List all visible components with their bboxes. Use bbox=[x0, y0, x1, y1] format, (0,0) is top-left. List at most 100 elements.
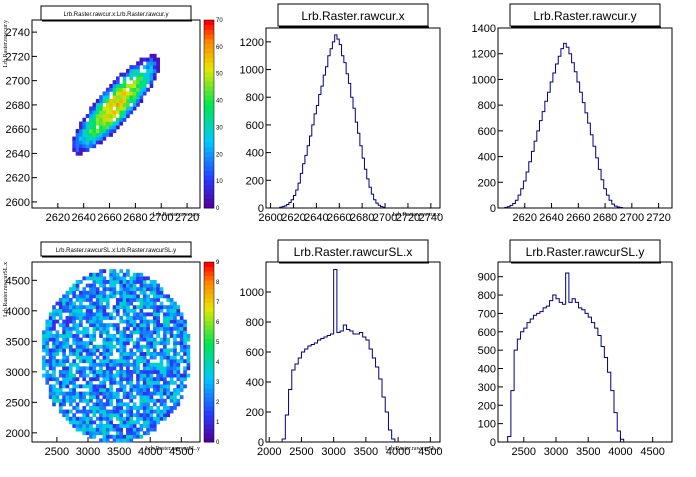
heatmap-cell bbox=[129, 352, 134, 356]
heatmap-cell bbox=[92, 312, 97, 317]
heatmap-cell bbox=[132, 319, 137, 324]
heatmap-cell bbox=[146, 427, 150, 432]
heatmap-cell bbox=[173, 398, 177, 403]
heatmap-cell bbox=[186, 373, 191, 378]
heatmap-cell bbox=[146, 424, 150, 428]
heatmap-cell bbox=[62, 359, 66, 364]
heatmap-cell bbox=[82, 416, 87, 421]
heatmap-cell bbox=[68, 348, 73, 353]
x-tick-label: 2620 bbox=[281, 212, 305, 224]
heatmap-cell bbox=[183, 384, 187, 389]
heatmap-cell bbox=[173, 355, 177, 360]
heatmap-cell bbox=[95, 132, 100, 137]
y-tick-label: 0 bbox=[490, 203, 496, 215]
palette-frame bbox=[203, 19, 215, 209]
heatmap-cell bbox=[105, 316, 110, 320]
heatmap-cell bbox=[142, 280, 147, 284]
heatmap-cell bbox=[85, 283, 90, 288]
hist-bin bbox=[540, 312, 543, 442]
heatmap-cell bbox=[79, 144, 83, 149]
heatmap-cell bbox=[102, 355, 107, 360]
heatmap-cell bbox=[173, 373, 177, 378]
heatmap-cell bbox=[89, 424, 93, 428]
heatmap-cell bbox=[58, 370, 63, 374]
heatmap-cell bbox=[89, 287, 93, 292]
heatmap-cell bbox=[82, 290, 87, 295]
heatmap-cell bbox=[186, 352, 191, 356]
y-tick-label: 2680 bbox=[6, 100, 30, 112]
heatmap-cell bbox=[166, 298, 171, 302]
palette-label: 8 bbox=[216, 280, 220, 286]
heatmap-cell bbox=[58, 362, 63, 367]
heatmap-cell bbox=[116, 290, 120, 295]
heatmap-cell bbox=[82, 420, 87, 425]
heatmap-cell bbox=[62, 377, 66, 382]
heatmap-cell bbox=[176, 326, 181, 331]
heatmap-cell bbox=[139, 72, 144, 77]
heatmap-cell bbox=[55, 377, 60, 382]
heatmap-cell bbox=[166, 413, 171, 418]
heatmap-cell bbox=[149, 344, 154, 349]
heatmap-cell bbox=[139, 348, 144, 353]
heatmap-cell bbox=[183, 366, 187, 371]
heatmap-cell bbox=[116, 406, 120, 410]
heatmap-cell bbox=[112, 373, 117, 378]
heatmap-cell bbox=[45, 352, 50, 356]
hist-bin bbox=[318, 340, 321, 442]
heatmap-cell bbox=[139, 319, 144, 324]
heatmap-cell bbox=[119, 72, 124, 77]
heatmap-cell bbox=[72, 290, 76, 295]
heatmap-cell bbox=[166, 395, 171, 400]
heatmap-cell bbox=[109, 370, 113, 374]
heatmap-cell bbox=[72, 424, 76, 428]
heatmap-cell bbox=[79, 125, 83, 130]
heatmap-cell bbox=[156, 290, 160, 295]
heatmap-cell bbox=[126, 316, 130, 320]
heatmap-cell bbox=[105, 114, 110, 119]
heatmap-cell bbox=[79, 370, 83, 374]
heatmap-cell bbox=[132, 106, 137, 111]
heatmap-cell bbox=[126, 395, 130, 400]
hist-bin bbox=[517, 339, 520, 442]
palette-label: 30 bbox=[216, 125, 223, 131]
heatmap-cell bbox=[102, 341, 107, 346]
heatmap-cell bbox=[82, 140, 87, 145]
heatmap-cell bbox=[72, 312, 76, 317]
heatmap-cell bbox=[92, 391, 97, 396]
heatmap-cell bbox=[75, 147, 80, 152]
heatmap-cell bbox=[132, 431, 137, 436]
heatmap-cell bbox=[102, 362, 107, 367]
hist-bin bbox=[330, 334, 333, 442]
heatmap-cell bbox=[112, 129, 117, 134]
heatmap-cell bbox=[79, 319, 83, 324]
heatmap-cell bbox=[169, 326, 174, 331]
heatmap-cell bbox=[139, 402, 144, 407]
heatmap-cell bbox=[109, 312, 113, 317]
heatmap-cell bbox=[79, 129, 83, 134]
heatmap-cell bbox=[149, 280, 154, 284]
palette-cell bbox=[204, 428, 214, 434]
heatmap-cell bbox=[149, 406, 154, 410]
heatmap-cell bbox=[116, 416, 120, 421]
heatmap-cell bbox=[163, 316, 167, 320]
x-tick-label: 2500 bbox=[45, 446, 69, 458]
heatmap-cell bbox=[159, 391, 164, 396]
heatmap-cell bbox=[99, 110, 103, 115]
y-tick-label: 2740 bbox=[6, 27, 30, 39]
heatmap-cell bbox=[142, 388, 147, 392]
x-tick-label: 4500 bbox=[640, 446, 664, 458]
heatmap-cell bbox=[142, 431, 147, 436]
palette-label: 6 bbox=[216, 320, 220, 326]
palette-cell bbox=[204, 24, 214, 30]
heatmap-cell bbox=[116, 330, 120, 335]
heatmap-cell bbox=[112, 272, 117, 277]
heatmap-cell bbox=[122, 83, 127, 88]
heatmap-cell bbox=[119, 388, 124, 392]
heatmap-cell bbox=[92, 413, 97, 418]
heatmap-cell bbox=[99, 323, 103, 328]
heatmap-cell bbox=[65, 391, 70, 396]
heatmap-cell bbox=[68, 366, 73, 371]
heatmap-cell bbox=[79, 147, 83, 152]
heatmap-cell bbox=[72, 319, 76, 324]
heatmap-cell bbox=[139, 337, 144, 342]
